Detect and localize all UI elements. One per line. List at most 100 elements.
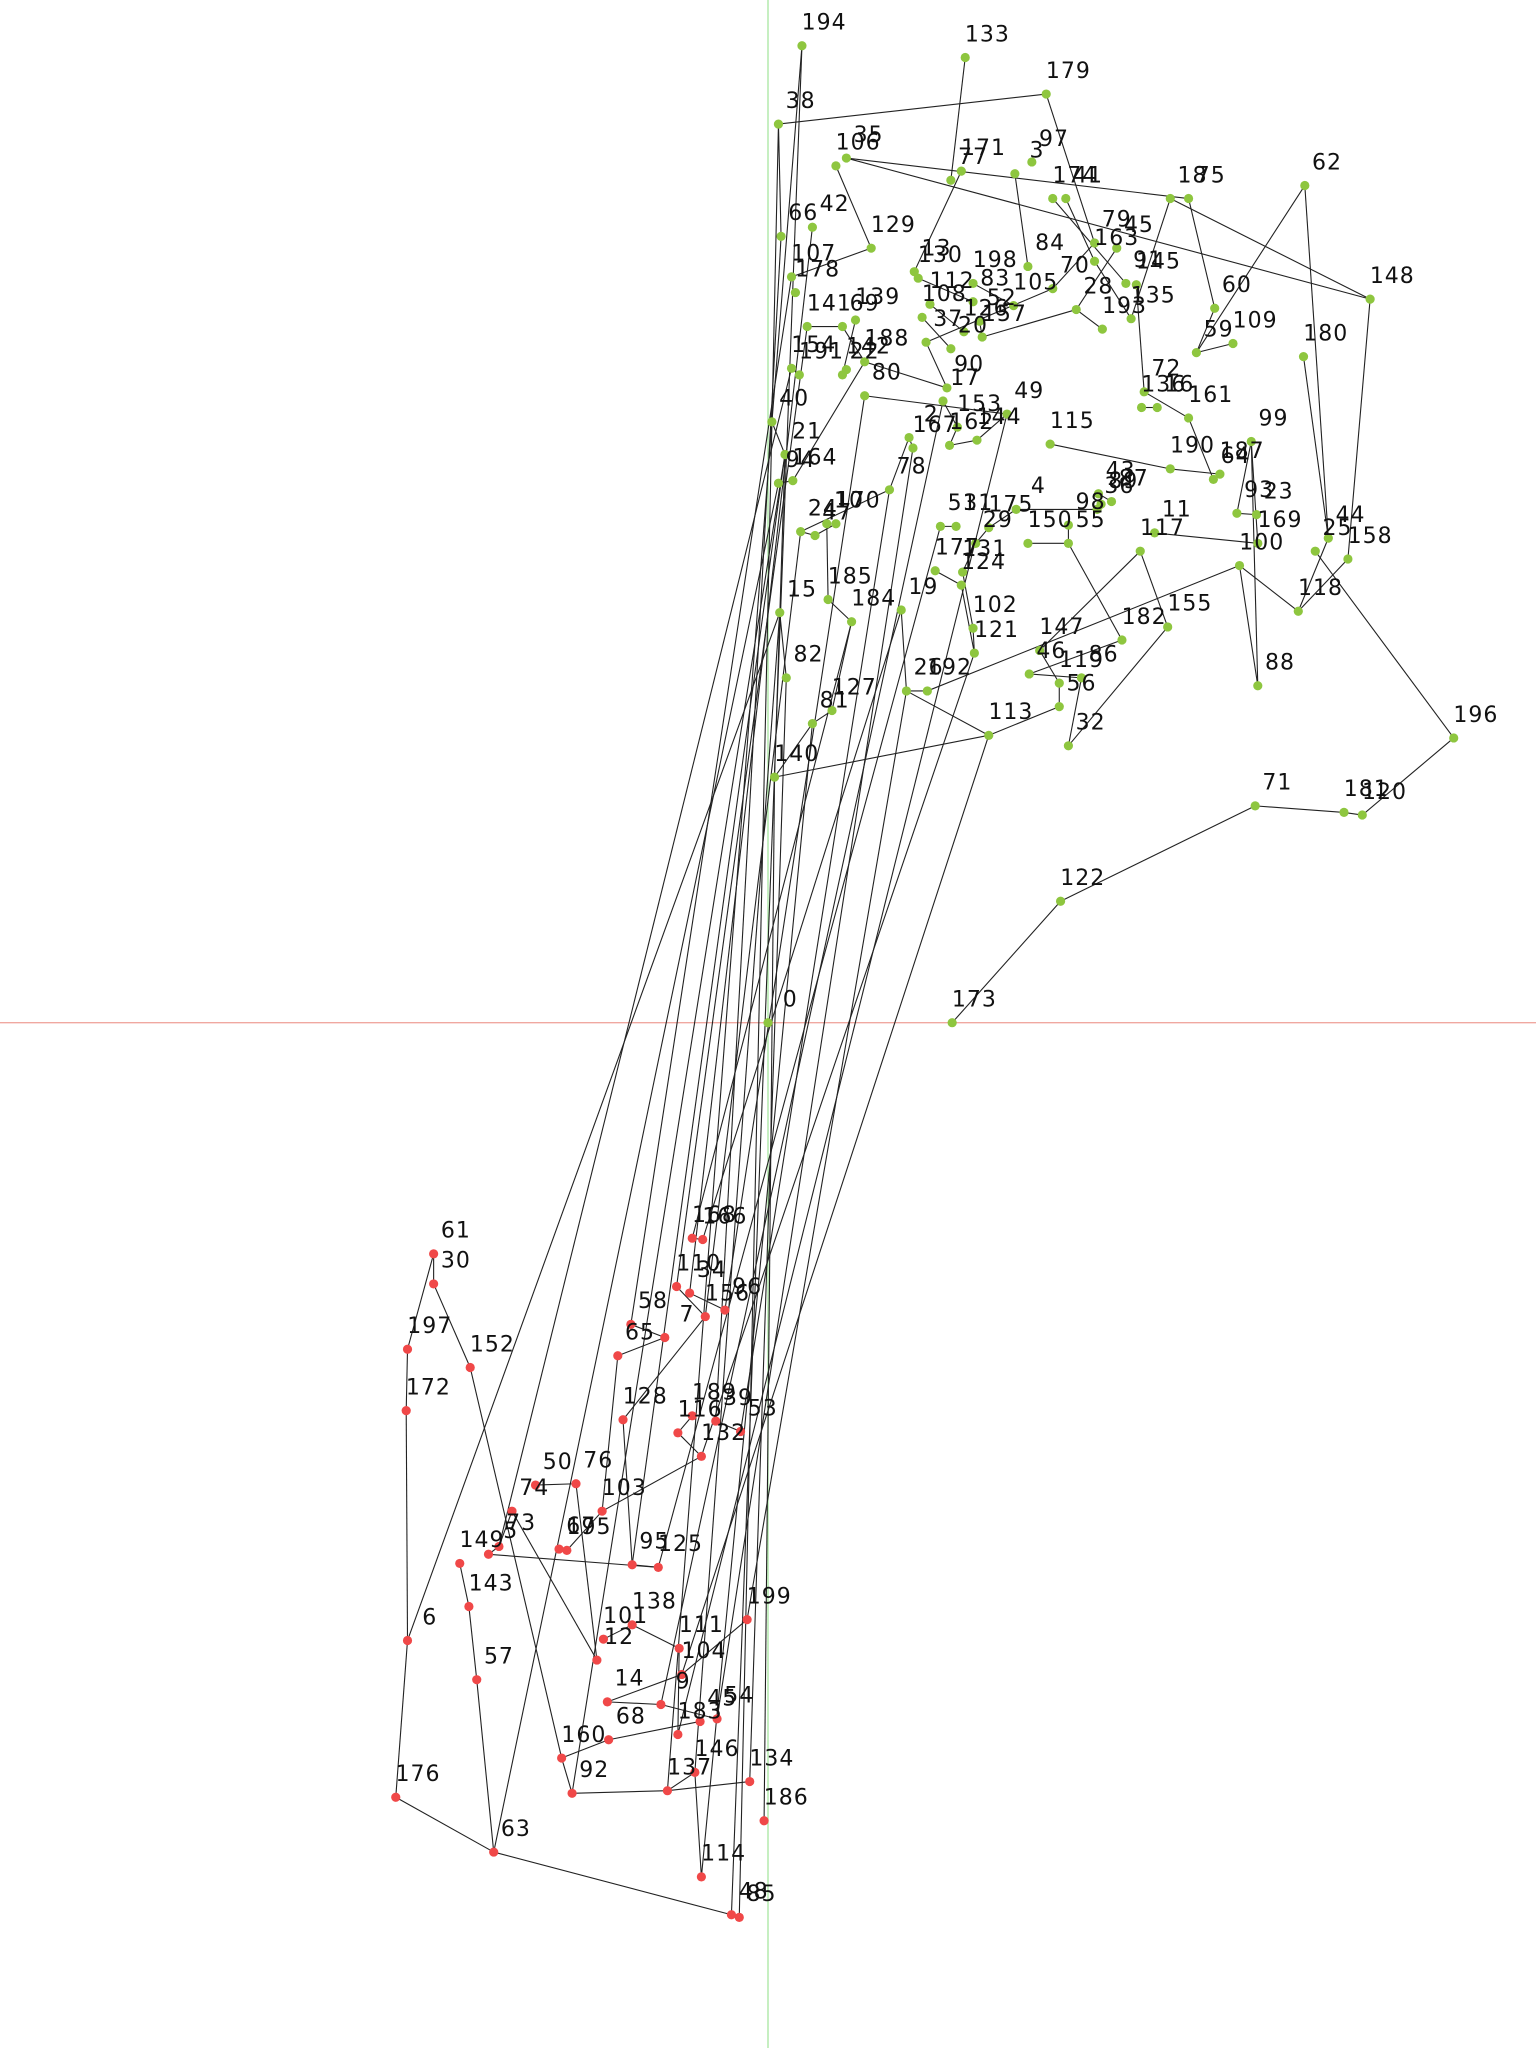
node-label: 98 [1076,490,1106,515]
node-label: 144 [977,405,1022,430]
node-label: 116 [678,1398,723,1423]
node-label: 162 [949,410,994,435]
node-label: 51 [948,491,978,516]
node-label: 18 [1177,163,1207,188]
node [1210,303,1220,313]
node-label: 148 [1370,264,1415,289]
node [935,521,946,531]
edge [976,413,1008,441]
edge [1094,260,1132,319]
node-label: 105 [1013,270,1058,295]
node [1061,193,1071,204]
node [767,417,777,427]
edge [702,609,902,1240]
node-label: 46 [1036,639,1066,664]
node [429,1249,439,1259]
edge [631,454,786,1565]
node [1365,294,1375,304]
node [922,686,932,696]
node-label: 0 [783,987,798,1012]
node [946,344,956,354]
node [472,1675,482,1685]
node [860,357,870,367]
edge [630,276,793,1325]
edge [1297,537,1329,612]
node-label: 130 [918,243,963,268]
edge [1188,417,1214,480]
node-label: 129 [871,213,916,238]
edge [561,1757,573,1794]
edge [700,652,975,1457]
node-label: 9 [676,1669,691,1694]
node [687,1233,697,1243]
node [1183,413,1194,423]
node-label: 78 [897,455,927,480]
node-label: 90 [954,353,984,378]
node [901,686,912,696]
node-label: 166 [702,1204,747,1229]
edge [572,1790,668,1794]
edge [1075,309,1103,330]
edge [700,723,813,1877]
node [1139,387,1149,397]
node-label: 6 [422,1605,437,1630]
node-label: 155 [1167,592,1212,617]
node [1135,546,1145,556]
node-label: 58 [638,1289,668,1314]
node-label: 112 [930,269,975,294]
node-label: 74 [519,1476,549,1501]
node [802,321,812,332]
edge [1314,550,1455,739]
node [908,443,918,453]
node [837,321,848,332]
node-label: 189 [692,1381,737,1406]
node [823,594,833,605]
node [1310,546,1320,556]
node-label: 109 [1233,308,1278,333]
node [742,1614,752,1625]
node-label: 131 [962,537,1007,562]
node-label: 25 [1322,516,1352,541]
edge [660,1703,718,1720]
edge [677,1432,702,1457]
node [773,478,784,488]
node-label: 13 [921,236,951,261]
edge [1255,805,1345,813]
node-label: 24 [808,496,838,521]
edge [746,690,907,1620]
edge [841,326,866,363]
node-label: 66 [788,201,818,226]
edge [603,1624,633,1640]
node [1165,193,1175,204]
node [1035,645,1045,656]
node-label: 48 [739,1880,769,1905]
node-label: 85 [746,1882,776,1907]
edge [929,303,965,333]
edge [950,57,966,181]
node [1215,469,1225,479]
edge [1361,737,1455,816]
node-label: 15 [787,577,817,602]
edge [906,690,989,736]
edge [1188,198,1216,309]
edge [864,395,1008,415]
edge [900,609,907,691]
node-label: 173 [952,987,997,1012]
node-label: 53 [748,1396,778,1421]
node [507,1506,517,1516]
node-label: 186 [764,1786,809,1811]
edge [827,599,852,623]
edge [1297,558,1349,612]
edge [777,124,782,237]
node [763,1018,773,1028]
node-label: 106 [836,131,881,156]
edge [740,489,891,1432]
node [942,383,952,393]
node [483,1549,494,1559]
node-label: 120 [1362,780,1407,805]
node-label: 185 [828,564,873,589]
node [1253,681,1263,691]
node-label: 124 [961,550,1006,575]
edge [1195,308,1216,353]
node-label: 172 [406,1375,451,1400]
